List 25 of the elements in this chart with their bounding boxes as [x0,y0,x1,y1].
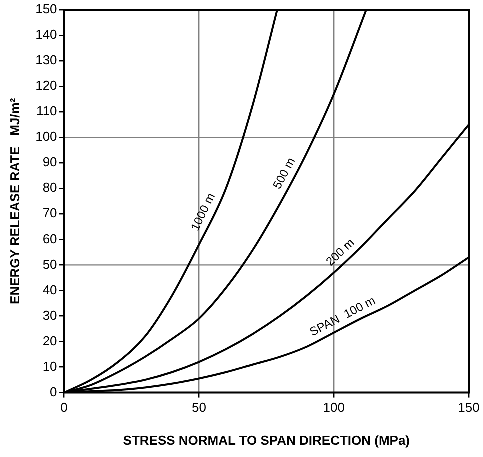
y-axis-title: ENERGY RELEASE RATE MJ/m² [7,98,22,304]
x-tick-label: 50 [192,400,206,416]
y-tick-label: 20 [42,333,58,348]
y-tick-label: 30 [42,308,58,323]
y-tick-label: 50 [42,256,58,272]
x-tick-label: 150 [458,400,480,416]
text: 200 m [323,236,358,269]
y-tick-label: 140 [36,27,58,42]
y-tick-label: 130 [36,52,58,68]
x-tick-label: 0 [60,400,68,416]
y-tick-label: 70 [42,206,58,221]
y-tick-label: 90 [42,154,58,170]
y-tick-label: 110 [36,104,58,119]
text: 1000 m [188,191,218,234]
y-tick-label: 80 [42,180,58,196]
y-tick-label: 40 [42,282,58,298]
y-tick-label: 150 [36,2,58,17]
text: 500 m [270,155,298,192]
y-tick-label: 10 [42,358,58,374]
y-tick-label: 100 [36,129,58,144]
x-axis-title: STRESS NORMAL TO SPAN DIRECTION (MPa) [123,432,410,448]
y-tick-label: 120 [36,78,58,94]
y-tick-label: 0 [50,384,58,400]
y-tick-label: 60 [42,231,58,246]
x-tick-label: 100 [323,400,345,416]
